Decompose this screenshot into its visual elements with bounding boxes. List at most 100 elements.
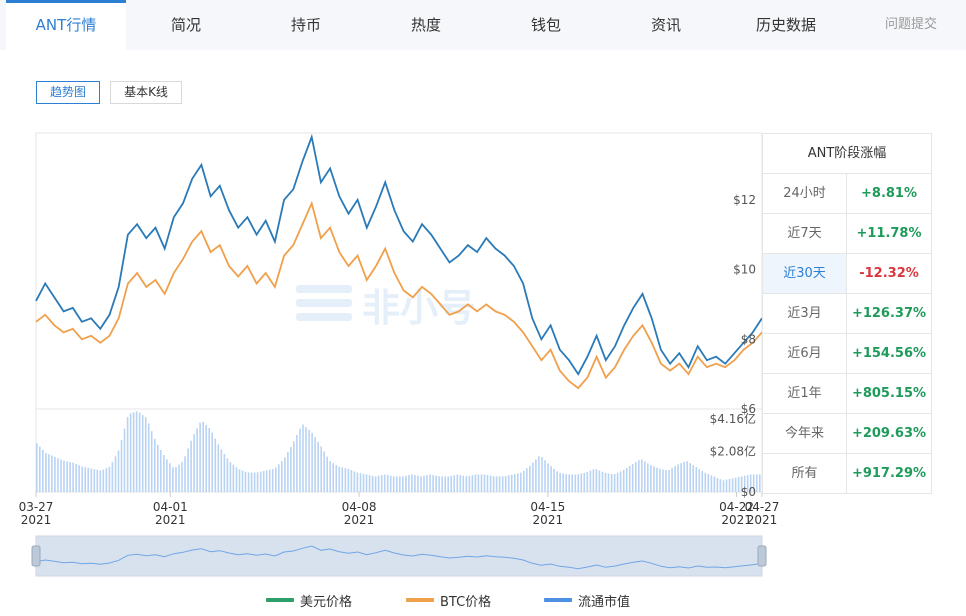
volume-bar — [299, 428, 301, 492]
volume-bar — [631, 464, 634, 492]
volume-bar — [713, 476, 716, 492]
navigator-right-handle[interactable] — [757, 545, 767, 567]
volume-bar — [199, 422, 201, 492]
volume-bar — [438, 476, 440, 492]
volume-bar — [574, 474, 577, 492]
volume-bar — [447, 476, 449, 492]
volume-bar — [287, 452, 289, 492]
volume-bar — [538, 456, 540, 492]
volume-bar — [704, 472, 707, 492]
volume-bar — [686, 461, 688, 492]
price-chart: 非小号 $12 $10 $8 $6 $4.16亿 $2.08亿 $0 03-27 2021 0… — [0, 125, 966, 616]
tab-wallet[interactable]: 钱包 — [530, 16, 561, 34]
date-tick-label: 04-01 — [153, 500, 188, 514]
volume-bar — [680, 463, 682, 492]
volume-bar — [399, 476, 401, 492]
volume-bar — [728, 479, 731, 492]
volume-bar — [271, 469, 274, 492]
legend-btc-price[interactable]: BTC价格 — [406, 591, 492, 610]
volume-bar — [111, 462, 114, 492]
volume-bar — [529, 465, 531, 492]
performance-value: +8.81% — [861, 186, 917, 201]
volume-bar — [429, 474, 431, 492]
volume-bar — [423, 475, 425, 492]
performance-value: +209.63% — [851, 426, 927, 441]
range-navigator[interactable] — [31, 535, 767, 577]
volume-bar — [710, 475, 713, 492]
legend-market-cap[interactable]: 流通市值 — [544, 591, 630, 610]
navigator-window[interactable] — [35, 535, 763, 577]
volume-bar — [462, 475, 465, 492]
volume-bar — [181, 461, 183, 492]
volume-bar — [259, 471, 262, 492]
tab-holders[interactable]: 持币 — [290, 16, 321, 34]
volume-bar — [278, 464, 280, 492]
volume-bar — [256, 472, 259, 492]
volume-bar — [414, 475, 416, 492]
navigator-left-handle[interactable] — [31, 545, 41, 567]
volume-bar — [293, 441, 295, 492]
volume-bar — [616, 472, 619, 492]
volume-bar — [157, 444, 159, 492]
volume-bar — [190, 440, 192, 492]
date-tick-label: 04-15 — [530, 500, 565, 514]
volume-bar — [671, 468, 673, 492]
volume-bar — [296, 435, 298, 492]
volume-bar — [420, 476, 422, 492]
volume-bar — [335, 465, 338, 492]
tab-popularity[interactable]: 热度 — [410, 16, 441, 34]
volume-bar — [707, 474, 710, 492]
volume-bar — [644, 461, 646, 492]
volume-bar — [553, 468, 555, 492]
volume-bar — [622, 469, 625, 492]
legend-usd-price[interactable]: 美元价格 — [266, 591, 352, 610]
volume-bar — [196, 428, 198, 492]
trend-chart-button[interactable]: 趋势图 — [36, 81, 100, 104]
volume-bar — [96, 469, 99, 492]
volume-bar — [468, 475, 471, 492]
volume-bar — [380, 475, 383, 492]
volume-bar — [752, 474, 755, 492]
volume-bar — [408, 475, 410, 492]
year-tick-label: 2021 — [747, 513, 778, 527]
volume-bar — [520, 472, 522, 492]
legend-label: BTC价格 — [440, 594, 492, 610]
kline-chart-button[interactable]: 基本K线 — [110, 81, 182, 104]
performance-row: 近30天 -12.32% — [763, 254, 931, 294]
series-line — [35, 200, 763, 390]
volume-bar — [359, 473, 362, 492]
year-tick-label: 2021 — [155, 513, 186, 527]
performance-period: 近7天 — [763, 214, 847, 253]
tab-history[interactable]: 历史数据 — [755, 16, 816, 34]
volume-bar — [435, 475, 437, 492]
volume-bar — [583, 472, 586, 492]
volume-bar — [653, 466, 655, 492]
volume-bar — [756, 474, 758, 492]
volume-bar — [72, 462, 74, 492]
volume-bar — [665, 470, 667, 492]
volume-bar — [150, 431, 153, 492]
volume-bar — [604, 472, 607, 492]
volume-bar — [450, 475, 452, 492]
volume-bar — [477, 474, 480, 492]
volume-bar — [441, 476, 443, 492]
tab-news[interactable]: 资讯 — [650, 16, 681, 34]
volume-bar — [60, 459, 62, 492]
volume-bar — [492, 476, 495, 492]
volume-bar — [628, 466, 631, 492]
tab-feedback[interactable]: 问题提交 — [884, 17, 937, 32]
volume-bar — [523, 470, 525, 492]
volume-bar — [465, 476, 468, 492]
performance-period: 所有 — [763, 454, 847, 493]
tab-ant-market[interactable]: ANT行情 — [6, 0, 126, 50]
volume-bar — [507, 475, 510, 492]
year-tick-label: 2021 — [344, 513, 375, 527]
volume-bar — [317, 441, 319, 492]
volume-bar — [689, 463, 691, 492]
volume-bar — [405, 475, 407, 492]
volume-bar — [392, 476, 395, 492]
volume-bar — [383, 474, 386, 492]
volume-bar — [63, 460, 65, 492]
tab-overview[interactable]: 简况 — [170, 16, 201, 34]
volume-bar — [178, 464, 180, 492]
